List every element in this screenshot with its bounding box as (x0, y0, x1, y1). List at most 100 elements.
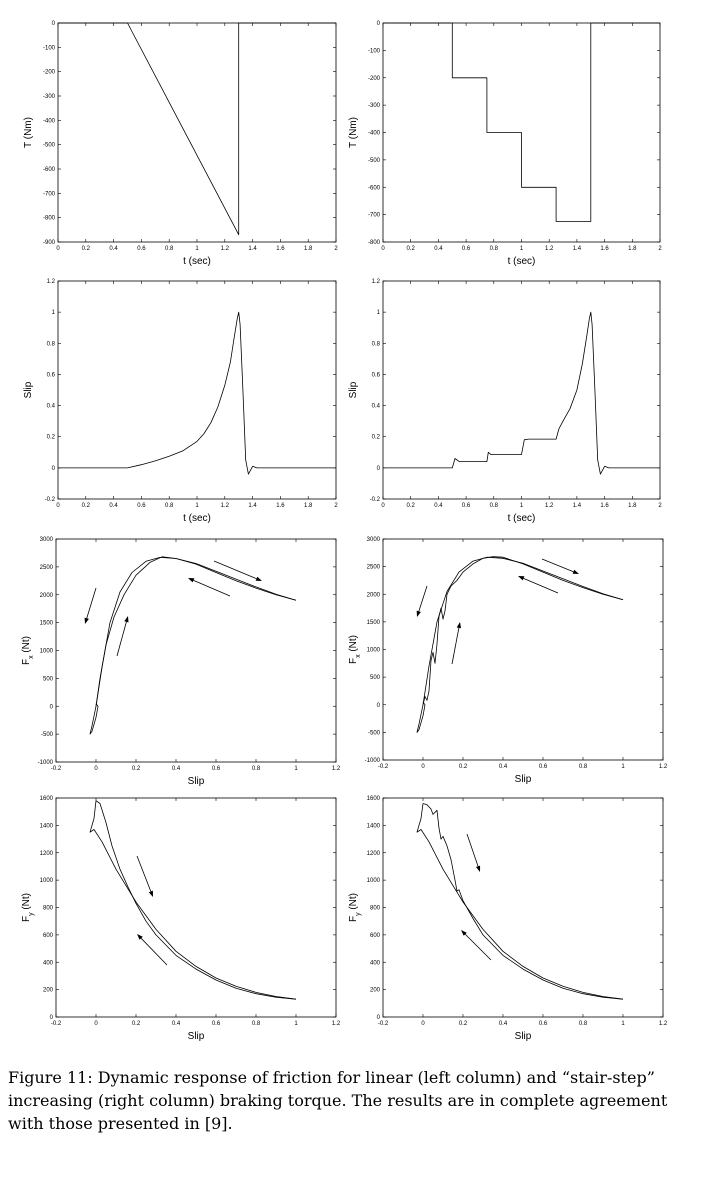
x-tick-label: 1 (294, 1021, 298, 1027)
y-axis-label: T (Nm) (348, 117, 359, 148)
x-tick-label: 0.2 (407, 246, 416, 252)
chart-torque-linear: 0 0.2 0.4 0.6 0.8 1 1.2 1.4 1.6 1.8 2 -900 -800 -700 -… (23, 21, 338, 267)
x-axis-label: Slip (515, 1031, 532, 1042)
x-tick-label: 1 (621, 1021, 625, 1027)
y-tick-label: 0 (377, 21, 381, 27)
y-tick-label: -500 (368, 730, 381, 736)
y-tick-label: -400 (368, 131, 381, 137)
plot-frame (382, 538, 664, 761)
chart-slip-stair: 0 0.2 0.4 0.6 0.8 1 1.2 1.4 1.6 1.8 2-0.200.20.40.… (348, 279, 662, 524)
series-line-1 (58, 22, 336, 236)
x-tick-label: 1.4 (573, 246, 582, 252)
x-axis-label: Slip (188, 1031, 205, 1042)
y-tick-label: -100 (368, 48, 381, 54)
x-tick-label: 1.2 (659, 1021, 668, 1027)
x-tick-label: 1.4 (248, 503, 257, 509)
chart-slip-linear: 0 0.2 0.4 0.6 0.8 1 1.2 1.4 1.6 1.8 2-0.200.20.40.… (23, 279, 338, 524)
y-tick-label: 0.4 (372, 404, 381, 410)
x-tick-label: 0 (94, 1021, 98, 1027)
x-tick-label: 1.2 (221, 246, 230, 252)
x-tick-label: 1.8 (304, 503, 313, 509)
x-tick-label: 1 (520, 503, 524, 509)
series-line-1 (422, 803, 624, 1000)
y-tick-label: -300 (368, 103, 381, 109)
plot-frame (55, 797, 337, 1018)
y-axis-label: Fy (Nt) (348, 893, 362, 922)
x-axis-label: t (sec) (183, 513, 211, 524)
direction-arrow-shaft (466, 833, 479, 867)
y-tick-label: 0 (377, 1015, 381, 1021)
x-tick-label: -0.2 (51, 766, 62, 772)
x-tick-label: 0.2 (132, 766, 141, 772)
x-tick-label: 0.2 (407, 503, 416, 509)
plot-frame (382, 797, 664, 1018)
y-tick-label: -400 (43, 118, 56, 124)
x-tick-label: 1 (520, 246, 524, 252)
y-tick-label: 1.2 (372, 279, 381, 285)
y-tick-label: 1400 (367, 823, 381, 829)
chart-fy-linear: -0.2 0 0.2 0.4 0.6 0.8 1 1.20200400600800100012… (21, 796, 341, 1042)
plot-frame (57, 280, 337, 500)
x-tick-label: 0.4 (172, 766, 181, 772)
x-tick-label: -0.2 (378, 1021, 389, 1027)
x-tick-label: 0 (421, 764, 425, 770)
direction-arrow-shaft (541, 558, 574, 573)
y-tick-label: 3000 (40, 537, 54, 543)
x-axis-label: t (sec) (183, 256, 211, 267)
y-tick-label: 600 (370, 933, 381, 939)
y-axis-label: Slip (23, 381, 34, 398)
y-tick-label: 500 (43, 676, 54, 682)
figure-caption: Figure 11: Dynamic response of friction … (8, 1068, 668, 1133)
series-line-1 (383, 311, 660, 475)
x-tick-label: 0.6 (137, 503, 146, 509)
y-tick-label: 1 (377, 310, 381, 316)
y-tick-label: -100 (43, 45, 56, 51)
y-axis-label: Fx (Nt) (348, 635, 362, 664)
y-tick-label: -300 (43, 94, 56, 100)
x-tick-label: 0.4 (109, 246, 118, 252)
x-tick-label: 0.6 (462, 246, 471, 252)
direction-arrow-shaft (86, 587, 97, 619)
x-tick-label: 0 (381, 503, 385, 509)
x-tick-label: 0 (56, 503, 60, 509)
x-tick-label: 1.2 (221, 503, 230, 509)
x-tick-label: 0.8 (252, 1021, 261, 1027)
x-tick-label: 2 (334, 246, 338, 252)
x-tick-label: 0.6 (137, 246, 146, 252)
x-tick-label: -0.2 (51, 1021, 62, 1027)
x-tick-label: 1.6 (276, 246, 285, 252)
y-tick-label: 200 (43, 988, 54, 994)
x-tick-label: 1.6 (600, 246, 609, 252)
y-tick-label: -200 (368, 76, 381, 82)
x-tick-label: 0.4 (109, 503, 118, 509)
y-tick-label: -500 (43, 143, 56, 149)
x-tick-label: 0.2 (82, 246, 91, 252)
y-tick-label: 0.6 (47, 372, 56, 378)
direction-arrow-head (461, 930, 467, 936)
y-tick-label: 2000 (367, 592, 381, 598)
x-tick-label: 1.8 (628, 246, 637, 252)
direction-arrow-shaft (464, 933, 492, 961)
series-line-2 (89, 800, 297, 1000)
y-tick-label: 0 (377, 466, 381, 472)
y-tick-label: 2000 (40, 593, 54, 599)
x-tick-label: 0.4 (499, 764, 508, 770)
y-tick-label: -1000 (38, 760, 54, 766)
y-tick-label: -1000 (365, 758, 381, 764)
y-tick-label: -600 (43, 167, 56, 173)
y-tick-label: 2500 (40, 565, 54, 571)
x-tick-label: 0.2 (82, 503, 91, 509)
y-tick-label: 1000 (40, 649, 54, 655)
direction-arrow-head (456, 622, 461, 629)
x-tick-label: 1 (294, 766, 298, 772)
x-axis-label: Slip (188, 776, 205, 787)
x-tick-label: 0.4 (172, 1021, 181, 1027)
y-tick-label: 600 (43, 933, 54, 939)
y-tick-label: 0.6 (372, 372, 381, 378)
y-tick-label: 1000 (367, 878, 381, 884)
y-tick-label: -500 (41, 732, 54, 738)
x-tick-label: 0.8 (579, 764, 588, 770)
y-tick-label: 0 (52, 21, 56, 27)
series-line-2 (416, 556, 624, 733)
x-tick-label: 1.2 (545, 503, 554, 509)
